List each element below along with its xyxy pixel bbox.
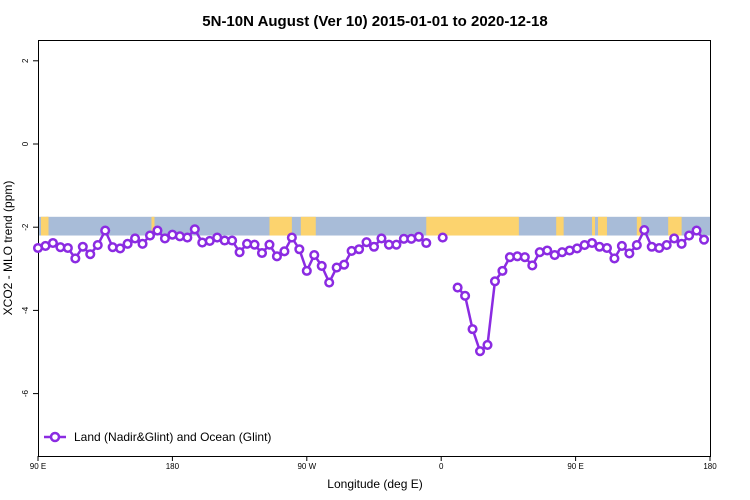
chart-title: 5N-10N August (Ver 10) 2015-01-01 to 202… <box>202 13 547 30</box>
x-axis-label: Longitude (deg E) <box>327 477 422 491</box>
axis-ticks: 90 E 180 90 W 0 90 E 180 2 0 -2 -4 -6 <box>21 58 717 471</box>
data-point <box>368 241 380 252</box>
data-point <box>601 242 613 254</box>
data-point <box>249 239 260 250</box>
data-point <box>301 265 312 276</box>
data-point <box>70 253 81 264</box>
data-point <box>482 339 493 350</box>
land-band-segment <box>46 216 49 236</box>
data-point <box>62 242 73 254</box>
data-point <box>286 232 297 243</box>
x-tick-label: 90 E <box>30 462 46 471</box>
y-tick-label: 0 <box>21 141 30 146</box>
data-point <box>152 225 163 236</box>
data-point <box>616 240 627 251</box>
data-point <box>684 230 695 241</box>
land-band-segment <box>598 216 607 236</box>
legend-marker <box>49 431 61 443</box>
y-tick-label: 2 <box>21 58 30 63</box>
data-point <box>698 234 710 245</box>
data-point <box>122 238 133 249</box>
data-point <box>92 240 103 251</box>
data-point <box>421 237 432 249</box>
x-tick-label: 90 W <box>297 462 316 471</box>
data-point <box>474 346 486 357</box>
land-band-segment <box>269 216 292 236</box>
data-point <box>234 247 245 258</box>
data-point <box>497 265 508 276</box>
land-band-segment <box>151 216 155 236</box>
data-point <box>339 259 350 270</box>
data-point <box>361 237 372 248</box>
land-band-segment <box>426 216 519 236</box>
data-point <box>676 238 687 249</box>
data-point <box>309 250 320 261</box>
x-tick-label: 180 <box>166 462 180 471</box>
land-band-segment <box>40 216 49 236</box>
data-point <box>137 238 148 249</box>
data-point <box>115 243 126 254</box>
land-band-segment <box>668 216 682 236</box>
data-point <box>100 225 111 236</box>
data-point <box>324 277 335 288</box>
data-point <box>130 233 141 244</box>
data-point <box>376 233 387 244</box>
data-point <box>391 239 402 250</box>
data-point <box>85 249 96 260</box>
land-band-segment <box>636 216 642 236</box>
data-point <box>460 290 471 301</box>
data-point <box>489 276 501 287</box>
data-point <box>316 260 327 271</box>
data-point <box>437 232 448 243</box>
data-point <box>639 225 650 236</box>
data-point <box>519 252 530 263</box>
data-point <box>279 246 290 257</box>
y-tick-label: -4 <box>21 306 30 314</box>
land-band-segment <box>300 216 316 236</box>
data-point <box>144 230 156 241</box>
data-point <box>189 224 200 235</box>
data-point <box>452 282 463 293</box>
y-axis-label: XCO2 - MLO trend (ppm) <box>1 181 15 316</box>
data-point <box>467 324 478 335</box>
series-layer <box>32 224 710 357</box>
data-point <box>77 241 88 252</box>
data-point <box>264 239 275 250</box>
data-point <box>609 253 620 264</box>
ocean-band <box>38 216 710 236</box>
data-point <box>661 240 672 251</box>
data-point <box>691 225 702 236</box>
data-point <box>47 237 58 249</box>
data-point <box>159 233 170 244</box>
data-point <box>294 244 305 255</box>
legend-label: Land (Nadir&Glint) and Ocean (Glint) <box>74 430 271 444</box>
x-tick-label: 0 <box>439 462 444 471</box>
data-point <box>669 233 680 244</box>
data-point <box>527 260 538 271</box>
y-tick-label: -6 <box>21 389 30 397</box>
data-point <box>182 232 193 243</box>
data-point <box>624 248 635 259</box>
data-point <box>354 244 365 255</box>
legend: Land (Nadir&Glint) and Ocean (Glint) <box>44 430 271 444</box>
y-tick-label: -2 <box>21 223 30 231</box>
land-band-segment <box>592 216 596 236</box>
data-point <box>542 245 553 256</box>
x-tick-label: 180 <box>703 462 717 471</box>
land-band-segment <box>556 216 564 236</box>
data-point <box>586 237 598 249</box>
data-point <box>227 235 238 246</box>
land-ocean-band <box>38 216 710 236</box>
x-tick-label: 90 E <box>567 462 583 471</box>
data-point <box>631 240 642 251</box>
data-point <box>256 247 268 259</box>
data-point <box>271 251 282 262</box>
data-point <box>413 231 424 242</box>
